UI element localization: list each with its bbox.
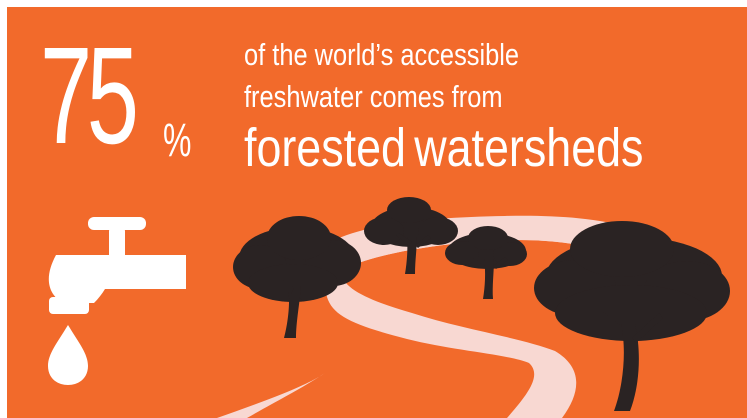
caption-word-watersheds: watersheds	[414, 118, 644, 178]
illustration	[48, 197, 730, 418]
river-path	[217, 373, 325, 418]
caption-word-forested: forested	[244, 118, 406, 178]
stat-number: 75	[40, 19, 139, 173]
tree-icon	[233, 216, 361, 338]
water-drop-icon	[48, 325, 88, 385]
tree-icon	[445, 226, 527, 299]
river-path	[326, 230, 612, 418]
tree-icon	[534, 221, 730, 411]
stat-unit: %	[163, 113, 192, 166]
caption-line-3: forested watersheds	[244, 121, 643, 175]
infographic-panel: 75 % of the world’s accessible freshwate…	[7, 7, 747, 418]
faucet-icon	[48, 217, 186, 314]
caption-line-1: of the world’s accessible	[244, 37, 520, 72]
tree-icon	[364, 197, 458, 274]
caption-line-2: freshwater comes from	[244, 79, 503, 114]
